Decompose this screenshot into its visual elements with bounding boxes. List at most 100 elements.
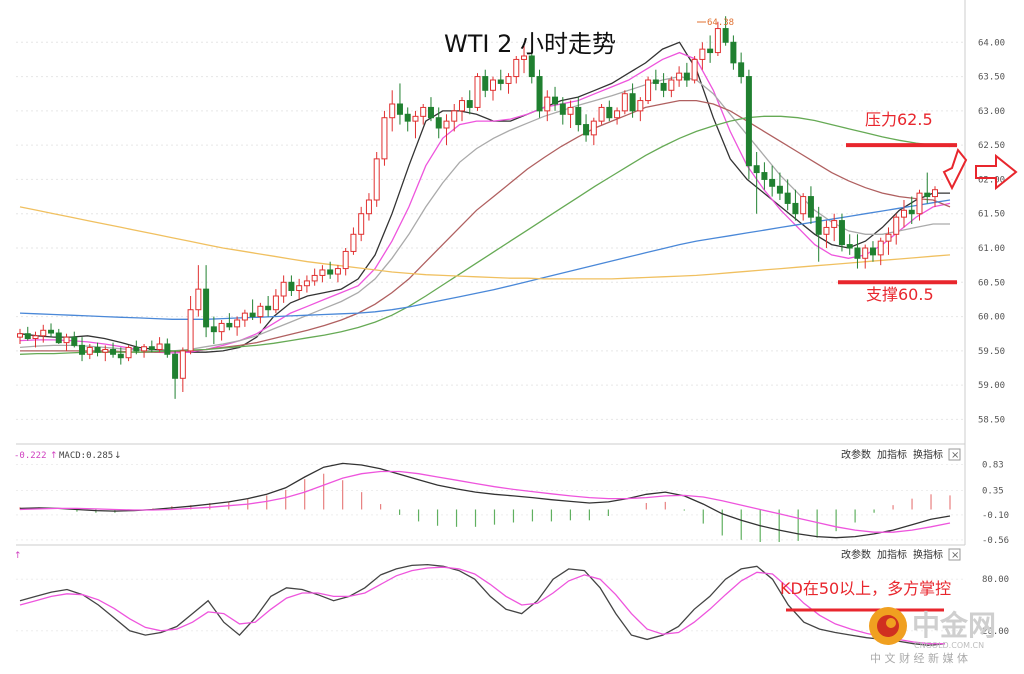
candle-body	[210, 326, 217, 333]
candle-body	[427, 106, 434, 119]
candle-body	[807, 196, 814, 218]
candle-body	[916, 192, 923, 215]
candle-body	[544, 96, 551, 112]
candle-body	[17, 333, 23, 338]
candle-body	[164, 343, 171, 355]
candle-body	[908, 209, 915, 215]
candle-body	[396, 103, 403, 115]
candle-body	[567, 106, 574, 115]
candle-body	[536, 76, 543, 112]
candle-body	[257, 305, 264, 318]
price-tick-label: 63.50	[978, 73, 1005, 83]
candlesticks	[17, 16, 938, 399]
price-tick-label: 59.50	[978, 347, 1005, 357]
macd-params-button[interactable]: 改参数	[841, 448, 871, 461]
candle-body	[838, 220, 845, 246]
price-grid	[16, 0, 966, 545]
candle-body	[668, 79, 675, 91]
kd-d-line	[19, 566, 945, 645]
candle-body	[110, 348, 117, 355]
candle-body	[552, 96, 559, 105]
candle-body	[924, 192, 931, 198]
candle-body	[71, 336, 78, 346]
candle-body	[179, 350, 186, 379]
candle-body	[699, 48, 706, 60]
price-tick-label: 58.50	[978, 415, 1005, 425]
macd-dif-line	[19, 462, 951, 539]
kd-add-indicator-button[interactable]: 加指标	[877, 548, 907, 561]
candle-body	[722, 28, 729, 43]
right-arrow-icon	[975, 153, 1018, 191]
kd-switch-indicator-button[interactable]: 换指标	[913, 548, 943, 561]
candle-body	[637, 100, 644, 112]
candle-body	[48, 329, 55, 334]
candle-body	[435, 117, 442, 129]
watermark-brand: 中金网	[912, 609, 996, 642]
candle-body	[296, 285, 303, 292]
candle-body	[691, 58, 698, 81]
candle-body	[490, 79, 497, 91]
price-tick-label: 64.00	[978, 38, 1005, 48]
candle-body	[598, 106, 605, 122]
candle-body	[226, 322, 233, 328]
macd-tick-label: -0.10	[982, 511, 1009, 521]
candle-body	[466, 100, 473, 108]
price-tick-label: 63.00	[978, 107, 1005, 117]
candle-body	[63, 336, 70, 344]
macd-add-indicator-button[interactable]: 加指标	[877, 448, 907, 461]
macd-value-label: MACD:0.285	[59, 451, 113, 461]
candle-body	[443, 120, 450, 129]
price-tick-label: 60.00	[978, 313, 1005, 323]
candle-body	[117, 353, 124, 359]
candle-body	[854, 247, 861, 259]
watermark-sub: CNGOLD.COM.CN	[914, 641, 984, 650]
candle-body	[350, 233, 357, 252]
macd-tick-label: -0.56	[982, 536, 1009, 546]
candle-body	[156, 343, 163, 350]
candle-body	[381, 117, 388, 160]
candle-body	[40, 329, 47, 337]
price-tick-label: 61.50	[978, 210, 1005, 220]
candle-body	[451, 110, 458, 122]
candle-body	[714, 28, 721, 54]
candle-body	[800, 196, 807, 215]
candle-body	[265, 305, 272, 311]
candle-body	[730, 41, 737, 64]
ma-line	[20, 99, 951, 353]
candle-body	[792, 202, 799, 215]
macd-switch-indicator-button[interactable]: 换指标	[913, 448, 943, 461]
candle-body	[683, 72, 690, 81]
candle-body	[172, 353, 179, 379]
candle-body	[575, 106, 582, 126]
watermark-logo: 中金网 CNGOLD.COM.CN 中 文 财 经 新 媒 体	[869, 607, 996, 665]
resistance-label: 压力62.5	[865, 110, 933, 129]
candle-body	[559, 103, 566, 115]
candle-body	[133, 346, 140, 352]
candle-body	[280, 281, 287, 297]
price-tick-label: 62.50	[978, 141, 1005, 151]
candle-body	[482, 76, 489, 91]
candle-body	[784, 192, 791, 204]
kd-panel: 80.00 20.00	[16, 563, 1009, 647]
price-tick-label: 60.50	[978, 278, 1005, 288]
candle-body	[614, 110, 621, 119]
kd-arrow-icon: ↑	[14, 551, 22, 561]
kd-close-icon[interactable]	[948, 548, 961, 561]
ma-line	[19, 115, 951, 355]
candle-body	[249, 312, 256, 318]
macd-close-icon[interactable]	[948, 448, 961, 461]
candle-body	[474, 76, 481, 108]
candle-body	[24, 333, 31, 340]
candle-body	[195, 288, 202, 311]
kd-params-button[interactable]: 改参数	[841, 548, 871, 561]
candle-body	[404, 113, 411, 122]
candle-body	[148, 346, 155, 350]
candle-body	[869, 247, 876, 256]
candle-body	[513, 58, 520, 78]
candle-body	[272, 295, 279, 311]
candle-body	[373, 158, 380, 201]
candle-body	[761, 172, 768, 180]
candle-body	[234, 319, 241, 328]
candle-body	[55, 332, 62, 344]
